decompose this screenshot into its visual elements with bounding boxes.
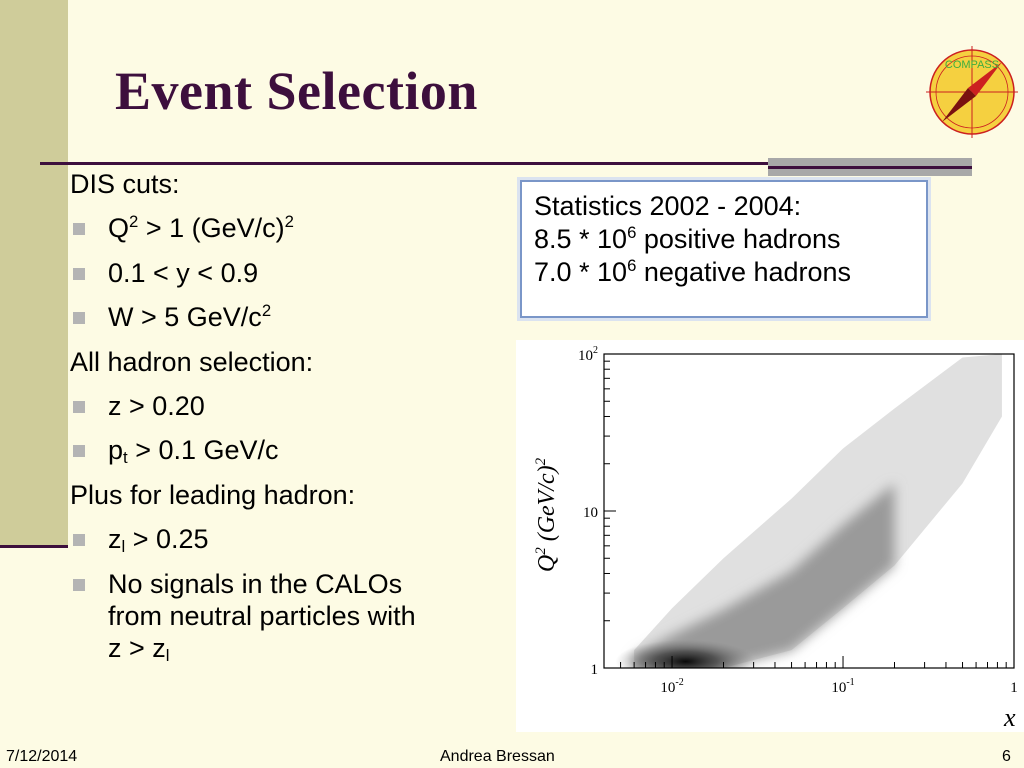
compass-logo: COMPASS	[926, 46, 1018, 138]
x-tick-label: 1	[1010, 680, 1018, 696]
logo-text: COMPASS	[945, 59, 999, 71]
title-rule	[40, 162, 820, 165]
x-axis-label: x	[1003, 703, 1016, 732]
footer-date: 7/12/2014	[6, 748, 78, 765]
dis-cut-w: W > 5 GeV/c2	[70, 301, 510, 333]
hadron-cut-z: z > 0.20	[70, 390, 510, 422]
footer-author: Andrea Bressan	[440, 748, 555, 765]
bullet-square-icon	[73, 267, 85, 280]
left-band	[0, 0, 68, 548]
stats-positive: 8.5 * 106 positive hadrons	[534, 223, 841, 255]
dis-cut-q2: Q2 > 1 (GeV/c)2	[70, 212, 510, 244]
y-axis-label: Q2 (GeV/c)2	[533, 457, 560, 572]
stats-negative: 7.0 * 106 negative hadrons	[534, 256, 852, 288]
selection-cuts: DIS cuts: Q2 > 1 (GeV/c)2 0.1 < y < 0.9 …	[70, 168, 510, 677]
bullet-square-icon	[73, 445, 85, 458]
footer-page-number: 6	[1002, 748, 1011, 765]
leading-cut-z: zl > 0.25	[70, 523, 510, 555]
y-tick-label: 10	[583, 505, 598, 521]
dis-heading: DIS cuts:	[70, 169, 180, 199]
density-band-core	[634, 483, 895, 668]
y-tick-label: 1	[591, 662, 599, 678]
title-rule-accent-line	[768, 166, 972, 169]
y-axis-ticks: 1 10 102	[578, 345, 616, 678]
hadron-heading: All hadron selection:	[70, 346, 314, 377]
bullet-square-icon	[73, 223, 85, 236]
density-band	[634, 354, 1002, 668]
y-tick-label: 102	[578, 345, 598, 364]
slide-title: Event Selection	[115, 61, 478, 121]
statistics-box: Statistics 2002 - 2004: 8.5 * 106 positi…	[517, 177, 931, 321]
bullet-square-icon	[73, 312, 85, 325]
x-tick-label: 10-1	[831, 677, 854, 696]
q2-vs-x-plot: 10-2 10-1 1 1 10 102 x Q2 (GeV/c)2	[516, 340, 1024, 732]
x-tick-label: 10-2	[660, 677, 683, 696]
leading-heading: Plus for leading hadron:	[70, 479, 356, 510]
dis-cut-y: 0.1 < y < 0.9	[70, 257, 510, 289]
density-peak	[615, 639, 756, 668]
hadron-cut-pt: pt > 0.1 GeV/c	[70, 434, 510, 466]
leading-cut-calo: No signals in the CALOs from neutral par…	[70, 568, 510, 665]
stats-heading: Statistics 2002 - 2004:	[534, 191, 802, 221]
left-band-rule	[0, 545, 68, 548]
bullet-square-icon	[73, 534, 85, 547]
bullet-square-icon	[73, 400, 85, 413]
bullet-square-icon	[73, 578, 85, 591]
x-axis-ticks: 10-2 10-1 1	[603, 656, 1018, 696]
